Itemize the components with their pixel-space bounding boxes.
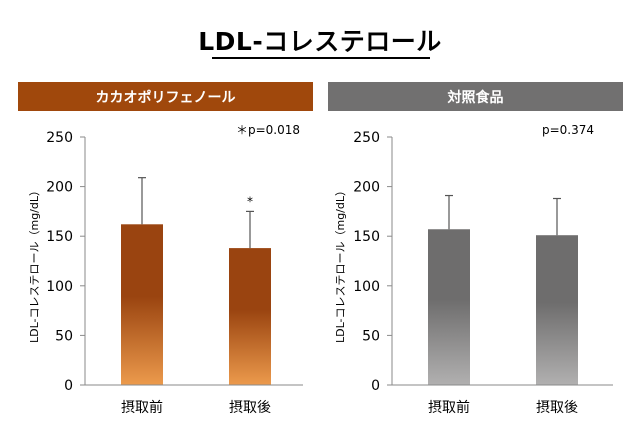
y-tick-label: 150 — [353, 229, 380, 245]
bar — [229, 248, 271, 385]
title-underline — [212, 57, 430, 59]
x-tick-label: 摂取前 — [428, 399, 470, 416]
significance-mark: * — [247, 194, 253, 208]
panel-header-bar — [18, 82, 313, 111]
panel-header-label: 対照食品 — [447, 89, 504, 106]
x-tick-label: 摂取前 — [121, 399, 163, 416]
x-tick-label: 摂取後 — [536, 400, 578, 416]
y-tick-label: 250 — [46, 130, 73, 146]
y-tick-label: 100 — [353, 279, 380, 295]
y-tick-label: 50 — [362, 328, 380, 344]
p-value-annotation: ＊p=0.018 — [236, 123, 300, 137]
y-tick-label: 150 — [46, 229, 73, 245]
y-tick-label: 0 — [371, 378, 380, 394]
x-tick-label: 摂取後 — [229, 400, 271, 416]
y-tick-label: 200 — [46, 180, 73, 196]
panel-header-bar — [328, 82, 623, 111]
bar — [428, 229, 470, 385]
bar — [121, 224, 163, 385]
p-value-annotation: p=0.374 — [542, 123, 594, 137]
y-tick-label: 0 — [64, 378, 73, 394]
chart-title: LDL-コレステロール — [198, 27, 442, 56]
y-axis-title: LDL-コレステロール（mg/dL） — [28, 185, 41, 343]
y-axis-title: LDL-コレステロール（mg/dL） — [334, 185, 347, 343]
y-tick-label: 100 — [46, 279, 73, 295]
y-tick-label: 200 — [353, 180, 380, 196]
y-tick-label: 50 — [55, 328, 73, 344]
y-tick-label: 250 — [353, 130, 380, 146]
bar — [536, 235, 578, 385]
panel-header-label: カカオポリフェノール — [96, 89, 236, 106]
